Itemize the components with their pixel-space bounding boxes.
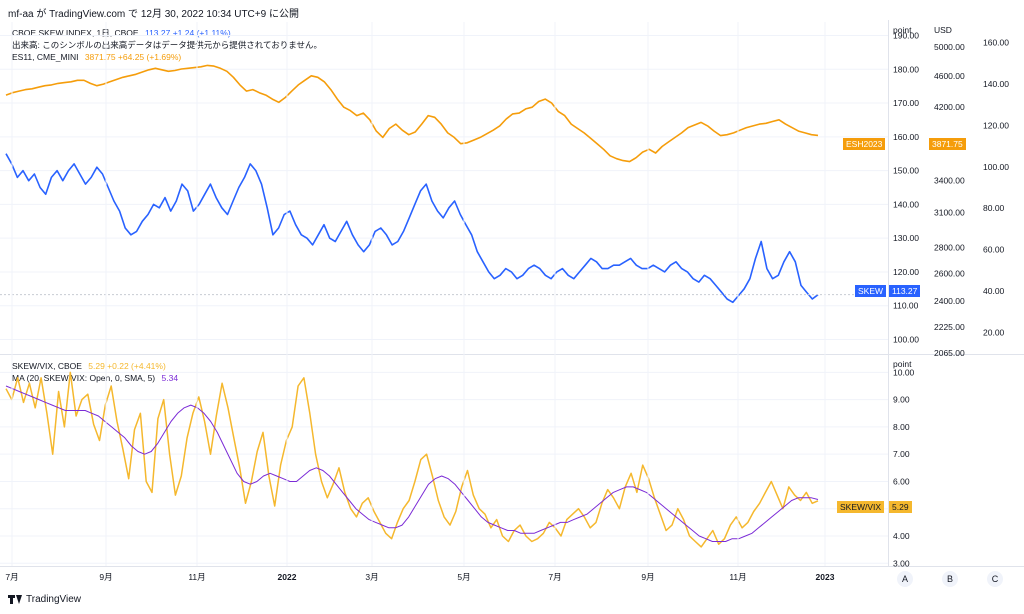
legend-ma[interactable]: MA (20, SKEW/VIX: Open, 0, SMA, 5) 5.34	[12, 372, 178, 384]
point-tick-label: 110.00	[893, 301, 919, 311]
usd-tick-label: 3100.00	[934, 207, 965, 217]
point-tick-label: 180.00	[893, 64, 919, 74]
point-tick-label: 130.00	[893, 233, 919, 243]
scale-c-button[interactable]: C	[987, 571, 1003, 587]
ratio-tag: SKEW/VIX	[837, 501, 885, 513]
skew-line	[5, 153, 819, 304]
ratio-axis-header: point	[893, 359, 912, 369]
x-tick-label: 7月	[548, 572, 561, 582]
x-tick-label: 2023	[816, 572, 835, 582]
usd-tick-label: 4600.00	[934, 71, 965, 81]
legend-es-value: 3871.75 +64.25 (+1.69%)	[84, 52, 182, 62]
legend-top: CBOE SKEW INDEX, 1日, CBOE 113.27 +1.24 (…	[12, 27, 322, 63]
legend-skew-value: 113.27 +1.24 (+1.11%)	[144, 28, 231, 38]
right-tick-label: 40.00	[983, 286, 1005, 296]
x-tick-label: 11月	[188, 572, 205, 582]
right-tick-label: 20.00	[983, 327, 1005, 337]
right-tick-label: 80.00	[983, 203, 1005, 213]
point-tick-label: 140.00	[893, 199, 919, 209]
legend-bottom: SKEW/VIX, CBOE 5.29 +0.22 (+4.41%) MA (2…	[12, 360, 178, 384]
ratio-tick-label: 4.00	[893, 531, 910, 541]
ratio-tick-label: 10.00	[893, 367, 915, 377]
x-tick-label: 2022	[278, 572, 297, 582]
legend-skew[interactable]: CBOE SKEW INDEX, 1日, CBOE 113.27 +1.24 (…	[12, 27, 322, 39]
x-tick-label: 9月	[641, 572, 654, 582]
right-tick-label: 60.00	[983, 245, 1005, 255]
usd-tick-label: 2400.00	[934, 296, 965, 306]
right-tick-label: 160.00	[983, 38, 1009, 48]
legend-ratio[interactable]: SKEW/VIX, CBOE 5.29 +0.22 (+4.41%)	[12, 360, 178, 372]
ratio-tick-label: 8.00	[893, 422, 910, 432]
esh-tag: ESH2023	[843, 138, 886, 150]
ratio-value-tag: 5.29	[889, 501, 912, 513]
ratio-tick-label: 7.00	[893, 449, 910, 459]
legend-es-label: ES11, CME_MINI	[12, 52, 79, 62]
tradingview-brand: TradingView	[26, 594, 82, 605]
esh-value-tag: 3871.75	[929, 138, 966, 150]
ratio-tick-label: 9.00	[893, 395, 910, 405]
x-tick-label: 9月	[99, 572, 112, 582]
legend-ratio-label: SKEW/VIX, CBOE	[12, 361, 82, 371]
legend-ma-value: 5.34	[161, 373, 179, 383]
usd-tick-label: 2065.00	[934, 348, 965, 358]
usd-tick-label: 2225.00	[934, 322, 965, 332]
ma-line	[5, 385, 819, 542]
point-tick-label: 100.00	[893, 334, 919, 344]
usd-tick-label: 3400.00	[934, 175, 965, 185]
legend-volume-note: 出来高: このシンボルの出来高データはデータ提供元から提供されておりません。	[12, 40, 322, 50]
publish-header: mf-aa が TradingView.com で 12月 30, 2022 1…	[8, 9, 299, 20]
skew-vix-line	[5, 371, 819, 548]
legend-ma-label: MA (20, SKEW/VIX: Open, 0, SMA, 5)	[12, 373, 156, 383]
usd-tick-label: 4200.00	[934, 102, 965, 112]
tradingview-icon	[8, 595, 22, 604]
scale-a-button[interactable]: A	[897, 571, 913, 587]
usd-tick-label: 2800.00	[934, 243, 965, 253]
ratio-tick-label: 6.00	[893, 476, 910, 486]
legend-es[interactable]: ES11, CME_MINI 3871.75 +64.25 (+1.69%)	[12, 51, 322, 63]
legend-ratio-value: 5.29 +0.22 (+4.41%)	[88, 361, 166, 371]
legend-skew-label: CBOE SKEW INDEX, 1日, CBOE	[12, 28, 139, 38]
point-tick-label: 120.00	[893, 267, 919, 277]
point-tick-label: 150.00	[893, 166, 919, 176]
usd-tick-label: 2600.00	[934, 268, 965, 278]
skew-value-tag: 113.27	[889, 285, 921, 297]
point-tick-label: 190.00	[893, 31, 919, 41]
usd-tick-label: 5000.00	[934, 42, 965, 52]
x-tick-label: 5月	[457, 572, 470, 582]
es11-line	[5, 64, 819, 163]
usd-axis-header: USD	[934, 25, 952, 35]
point-tick-label: 170.00	[893, 98, 919, 108]
x-tick-label: 3月	[365, 572, 378, 582]
point-tick-label: 160.00	[893, 132, 919, 142]
point-axis-header: point	[893, 25, 912, 35]
scale-b-button[interactable]: B	[942, 571, 958, 587]
right-tick-label: 140.00	[983, 79, 1009, 89]
x-tick-label: 11月	[729, 572, 746, 582]
skew-tag: SKEW	[855, 285, 887, 297]
right-tick-label: 100.00	[983, 162, 1009, 172]
right-tick-label: 120.00	[983, 120, 1009, 130]
x-tick-label: 7月	[5, 572, 18, 582]
ratio-tick-label: 3.00	[893, 558, 910, 568]
tradingview-logo[interactable]: TradingView	[8, 594, 81, 605]
